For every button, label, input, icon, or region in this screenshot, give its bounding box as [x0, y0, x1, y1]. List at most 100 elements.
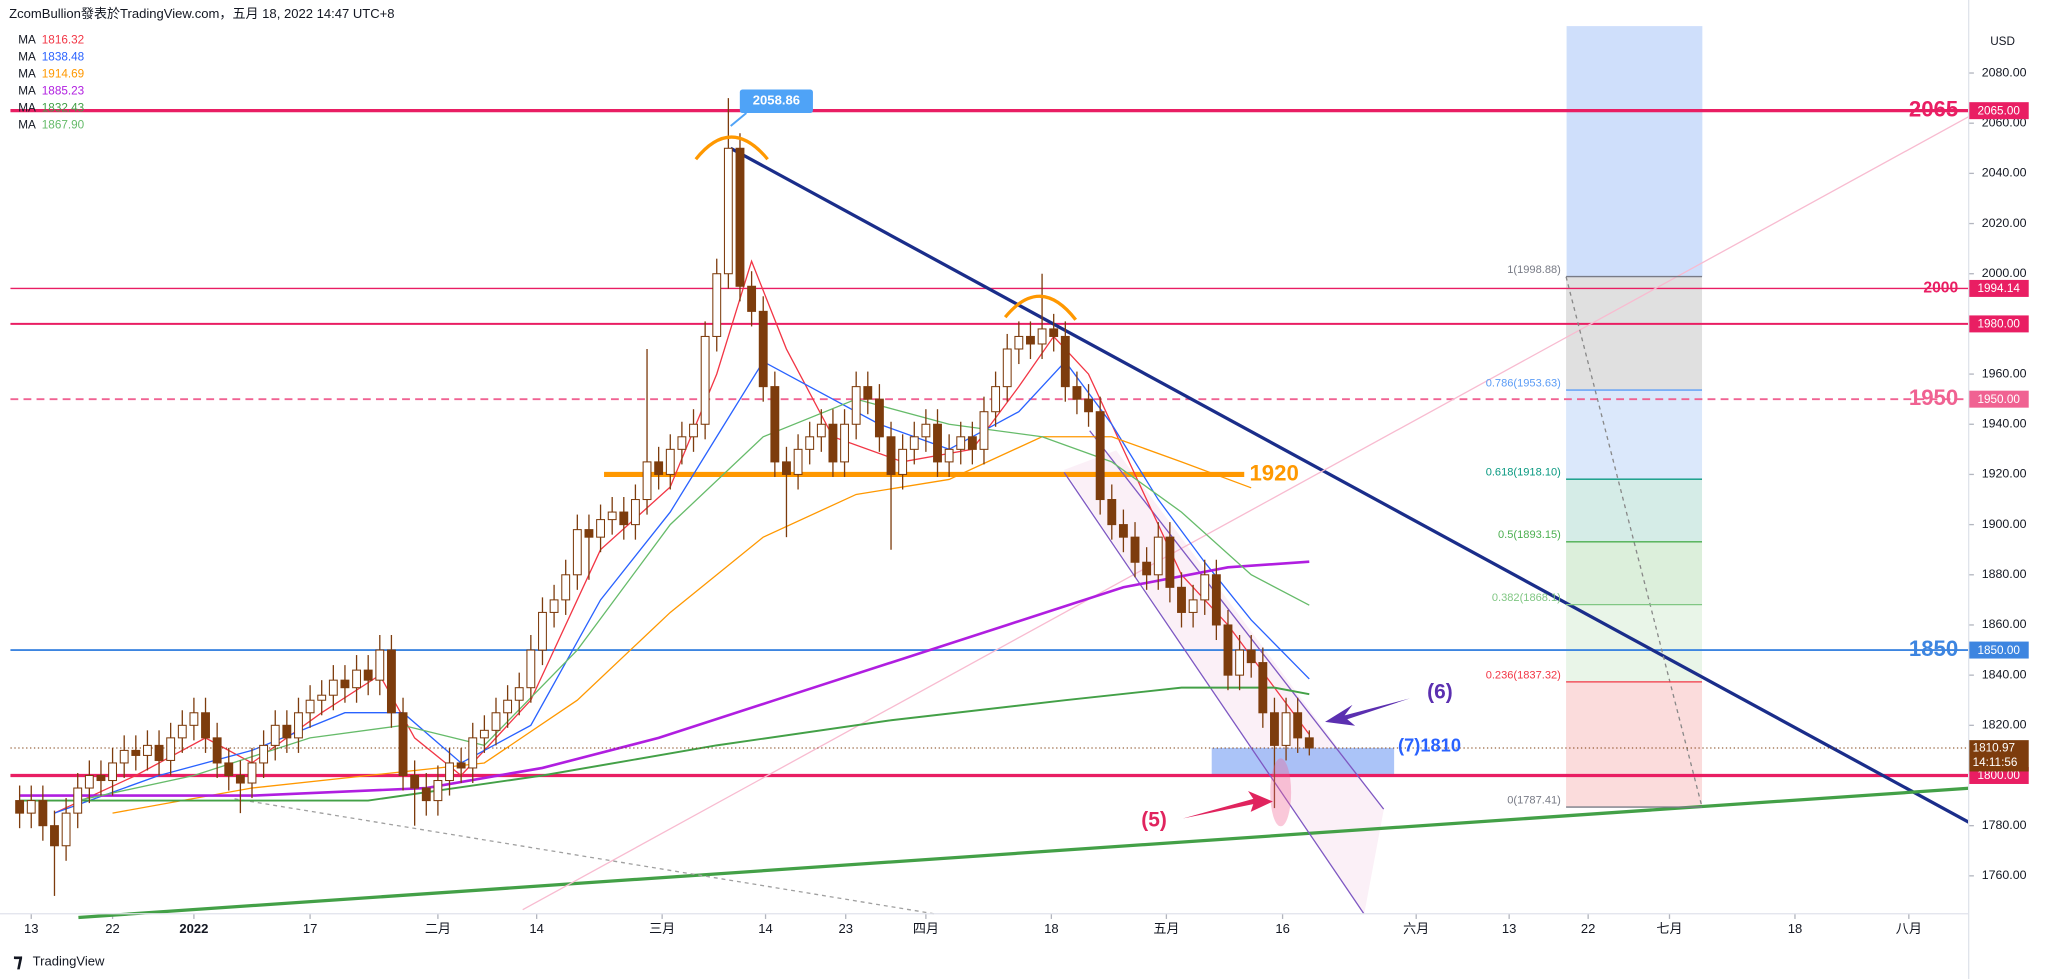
x-tick-label: 13 — [1502, 921, 1517, 936]
candle-body — [1072, 386, 1082, 400]
candle-body — [1084, 398, 1093, 413]
candle-body — [212, 737, 222, 764]
y-tick-label: 1760.00 — [1982, 868, 2027, 882]
legend-value: 1816.32 — [42, 34, 84, 47]
fib-label: 0.5(1893.15) — [1498, 529, 1561, 541]
candle-body — [874, 398, 884, 438]
candle-body — [619, 511, 629, 526]
candle-body — [1258, 662, 1268, 714]
legend-value: 1885.23 — [42, 84, 85, 97]
legend-value: 1867.90 — [42, 118, 85, 131]
level-text: 1950 — [1909, 385, 1958, 410]
candle-body — [1246, 649, 1256, 664]
candle-body — [863, 386, 873, 400]
candle-body — [782, 461, 791, 475]
candle-body — [189, 712, 199, 726]
candle-body — [1014, 335, 1024, 350]
candle-body — [503, 699, 513, 714]
countdown-label: 14:11:56 — [1973, 756, 2018, 769]
candle-body — [247, 762, 257, 784]
candle-body — [793, 448, 803, 475]
fib-label: 0.236(1837.32) — [1486, 669, 1561, 681]
candle-body — [1060, 335, 1070, 388]
top-arc — [694, 135, 769, 161]
x-tick-label: 五月 — [1153, 921, 1179, 936]
candle-body — [142, 744, 152, 756]
x-tick-label: 14 — [758, 921, 773, 936]
candle-body — [1002, 348, 1012, 388]
trend-line — [1565, 276, 1703, 808]
arrow — [1182, 791, 1273, 819]
candle-body — [108, 762, 118, 782]
level-price-box — [1968, 390, 2029, 408]
y-tick-label: 1820.00 — [1982, 718, 2027, 732]
highlight-ellipse — [1270, 758, 1292, 827]
candle-body — [468, 737, 478, 769]
candle-body — [840, 423, 849, 463]
fib-zone — [1566, 390, 1703, 480]
x-tick-label: 14 — [529, 921, 544, 936]
x-tick-label: 三月 — [649, 921, 675, 936]
level-price-label: 1800.00 — [1977, 769, 2020, 782]
y-tick-label: 1900.00 — [1982, 517, 2027, 531]
trend-line — [1089, 430, 1385, 810]
candle-body — [816, 423, 826, 438]
candle-body — [340, 679, 350, 689]
candle-body — [933, 423, 942, 463]
trend-line — [522, 116, 1969, 911]
candle-body — [956, 436, 966, 450]
candle-body — [828, 423, 838, 463]
level-text: 1850 — [1909, 636, 1958, 661]
candle-body — [305, 699, 315, 714]
candle-body — [1142, 561, 1152, 576]
candle-body — [584, 529, 594, 538]
candle-body — [514, 687, 524, 701]
candle-body — [410, 774, 420, 789]
level-price-box — [1968, 315, 2029, 333]
moving-average — [112, 436, 1252, 814]
candle-body — [1281, 712, 1291, 746]
fib-label: 0.786(1953.63) — [1486, 377, 1561, 389]
zone-text: (7)1810 — [1398, 734, 1461, 755]
x-tick-label: 六月 — [1403, 921, 1429, 936]
trend-line — [234, 798, 935, 915]
candle-body — [607, 511, 617, 521]
x-tick-label: 二月 — [425, 921, 451, 936]
legend-value: 1838.48 — [42, 51, 85, 64]
candle-body — [1223, 624, 1233, 676]
y-tick-label: 2000.00 — [1982, 266, 2027, 280]
candle-body — [224, 762, 234, 777]
candle-body — [770, 386, 780, 463]
x-tick-label: 22 — [1581, 921, 1596, 936]
x-tick-label: 17 — [303, 921, 318, 936]
candle-body — [154, 744, 164, 761]
trend-line — [729, 146, 1970, 824]
candle-body — [596, 519, 605, 538]
candle-body — [119, 749, 129, 764]
support-text: 1920 — [1249, 460, 1298, 485]
y-tick-label: 2020.00 — [1982, 216, 2027, 230]
level-price-box — [1968, 641, 2029, 659]
candle-body — [479, 729, 489, 739]
x-tick-label: 13 — [24, 921, 39, 936]
candle-body — [642, 461, 652, 501]
candle-body — [96, 774, 106, 782]
arrow — [1325, 698, 1410, 726]
candle-body — [921, 423, 931, 438]
candle-body — [1165, 536, 1175, 588]
candle-body — [84, 774, 94, 789]
trend-line — [1063, 472, 1365, 915]
footer: TradingView — [33, 953, 105, 968]
candle-body — [270, 724, 280, 746]
target-zone — [1211, 747, 1395, 776]
level-price-label: 1994.14 — [1977, 282, 2020, 295]
candle-body — [886, 436, 896, 475]
candle-body — [433, 779, 443, 802]
fib-label: 0.382(1868.1) — [1492, 592, 1561, 604]
candle-body — [294, 712, 303, 739]
candle-body — [38, 800, 48, 827]
fib-top-zone — [1566, 26, 1703, 277]
logo-mark: ⁊ — [13, 950, 23, 972]
fib-label: 0.618(1918.10) — [1486, 467, 1561, 479]
candle-body — [235, 774, 245, 784]
